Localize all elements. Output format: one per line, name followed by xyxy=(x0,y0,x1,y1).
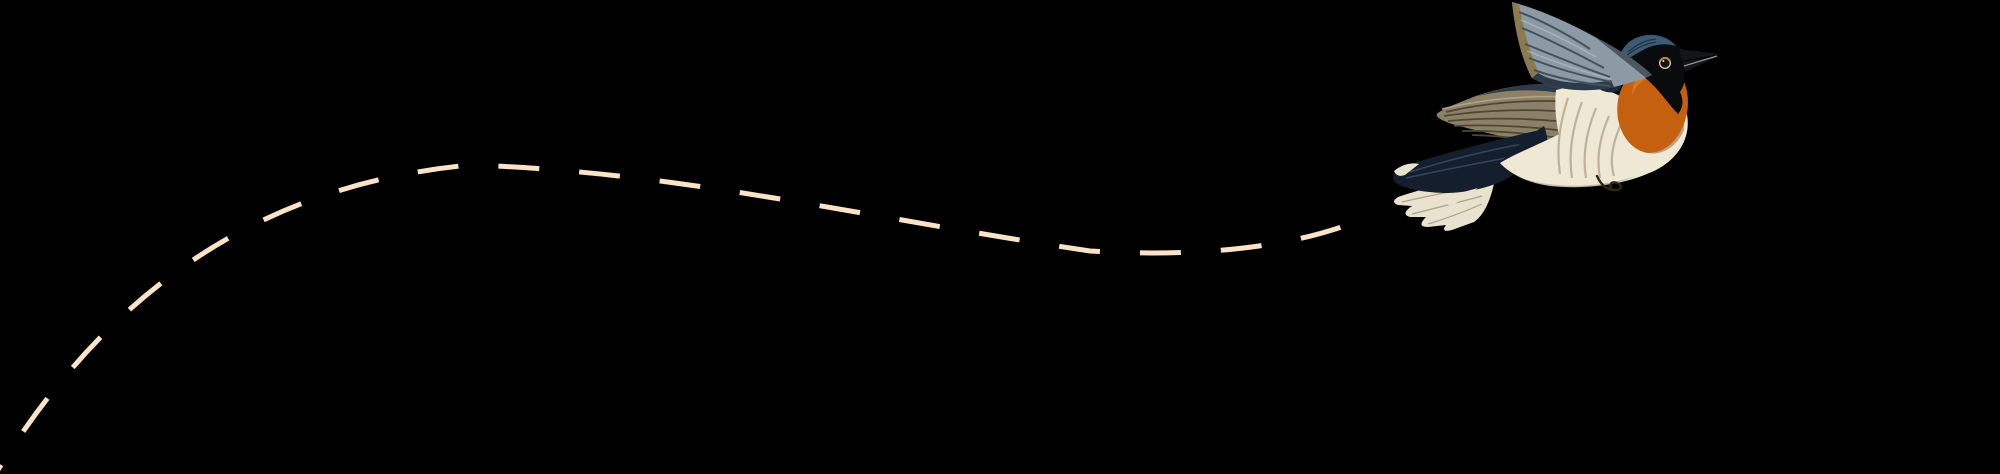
upper-wing-tip-band xyxy=(1532,73,1614,91)
flank-streak xyxy=(1610,123,1623,177)
crown-streaks xyxy=(1624,38,1657,58)
flank-streak xyxy=(1583,107,1598,179)
beak-lower xyxy=(1682,56,1719,72)
chest-dark-rim xyxy=(1648,124,1684,154)
head-black-mask xyxy=(1620,34,1685,114)
crown-streak xyxy=(1624,41,1657,58)
upper-wing-leading-edge xyxy=(1512,2,1543,81)
highlight-line xyxy=(1526,50,1612,80)
bird-beak xyxy=(1679,49,1720,72)
tail-white-tip xyxy=(1394,163,1419,176)
eye-iris xyxy=(1659,56,1671,62)
flight-path xyxy=(0,162,1366,472)
feather-bar xyxy=(1521,27,1605,69)
beak-upper xyxy=(1679,49,1720,61)
feather-bar xyxy=(1518,11,1591,50)
crown-streak xyxy=(1627,38,1657,53)
flank-streak xyxy=(1597,115,1611,179)
feather-separation xyxy=(1411,195,1483,215)
sheen-line xyxy=(1409,142,1529,173)
eye-glint xyxy=(1662,60,1665,62)
tail-white-wedge xyxy=(1434,188,1478,206)
flank-streak xyxy=(1557,97,1570,175)
flank-streaks xyxy=(1557,97,1623,179)
belly-shadow xyxy=(1514,176,1636,188)
upper-wing-barring xyxy=(1518,11,1613,87)
beak-gape-line xyxy=(1683,55,1718,67)
upper-wing-inner-shade xyxy=(1595,37,1652,78)
crown-blue xyxy=(1620,34,1676,63)
far-wing-highlight xyxy=(1441,95,1571,110)
bird-eye xyxy=(1659,56,1671,69)
feather-bar xyxy=(1528,57,1613,83)
flank-streak xyxy=(1569,101,1584,179)
upper-wing-highlights xyxy=(1520,19,1612,80)
bird-upper-wing xyxy=(1512,2,1652,91)
bird-foot xyxy=(1595,174,1623,192)
tail-dark xyxy=(1393,130,1541,193)
bird-illustration xyxy=(1393,2,1720,231)
feather-bar xyxy=(1533,69,1611,87)
highlight-line xyxy=(1520,19,1597,58)
feather-bar xyxy=(1524,43,1611,78)
feather-separation xyxy=(1427,203,1483,225)
